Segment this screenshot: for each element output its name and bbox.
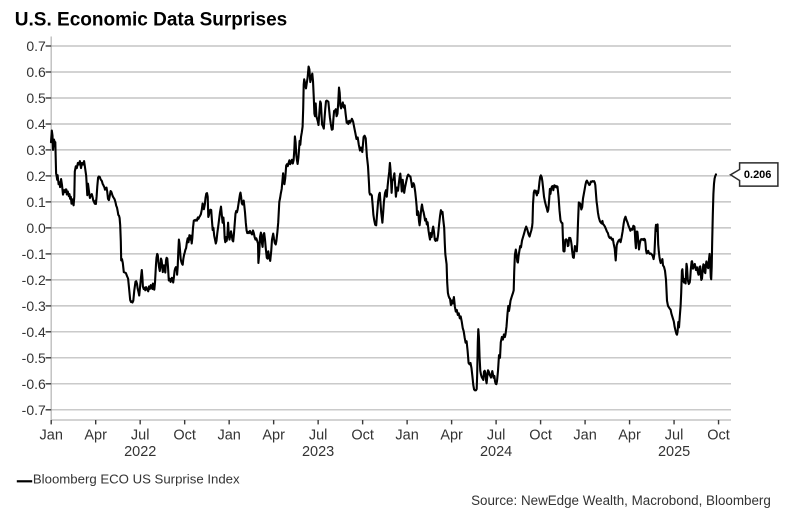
svg-text:0.1: 0.1 [26,194,46,210]
svg-text:Jan: Jan [573,428,596,444]
svg-text:0.4: 0.4 [26,116,46,132]
svg-text:0.206: 0.206 [744,169,772,181]
svg-text:-0.3: -0.3 [22,298,46,314]
svg-text:Bloomberg ECO US Surprise Inde: Bloomberg ECO US Surprise Index [33,471,240,486]
svg-text:0.5: 0.5 [26,90,46,106]
svg-text:Apr: Apr [440,428,463,444]
svg-text:0.6: 0.6 [26,64,46,80]
svg-text:Jul: Jul [131,428,150,444]
svg-text:Jul: Jul [487,428,506,444]
svg-text:Source: NewEdge Wealth, Macrob: Source: NewEdge Wealth, Macrobond, Bloom… [471,493,771,508]
svg-text:0.7: 0.7 [26,38,46,54]
svg-text:Oct: Oct [173,428,196,444]
svg-text:U.S. Economic Data Surprises: U.S. Economic Data Surprises [15,9,287,30]
svg-text:2023: 2023 [302,444,334,460]
svg-text:Jan: Jan [217,428,240,444]
svg-text:2024: 2024 [480,444,512,460]
svg-text:Oct: Oct [351,428,374,444]
svg-text:-0.1: -0.1 [22,246,46,262]
svg-text:Jan: Jan [395,428,418,444]
svg-text:Jul: Jul [309,428,328,444]
svg-text:Jan: Jan [40,428,63,444]
svg-text:0.0: 0.0 [26,220,46,236]
svg-text:2022: 2022 [124,444,156,460]
svg-text:2025: 2025 [658,444,690,460]
svg-text:Apr: Apr [84,428,107,444]
svg-text:-0.5: -0.5 [22,350,46,366]
svg-text:Apr: Apr [262,428,285,444]
svg-text:Apr: Apr [618,428,641,444]
svg-text:-0.2: -0.2 [22,272,46,288]
svg-text:-0.7: -0.7 [22,402,46,418]
svg-text:Oct: Oct [529,428,552,444]
svg-text:-0.4: -0.4 [22,324,46,340]
svg-text:Oct: Oct [707,428,730,444]
svg-text:Jul: Jul [665,428,684,444]
svg-text:0.2: 0.2 [26,168,46,184]
svg-text:-0.6: -0.6 [22,376,46,392]
svg-text:0.3: 0.3 [26,142,46,158]
